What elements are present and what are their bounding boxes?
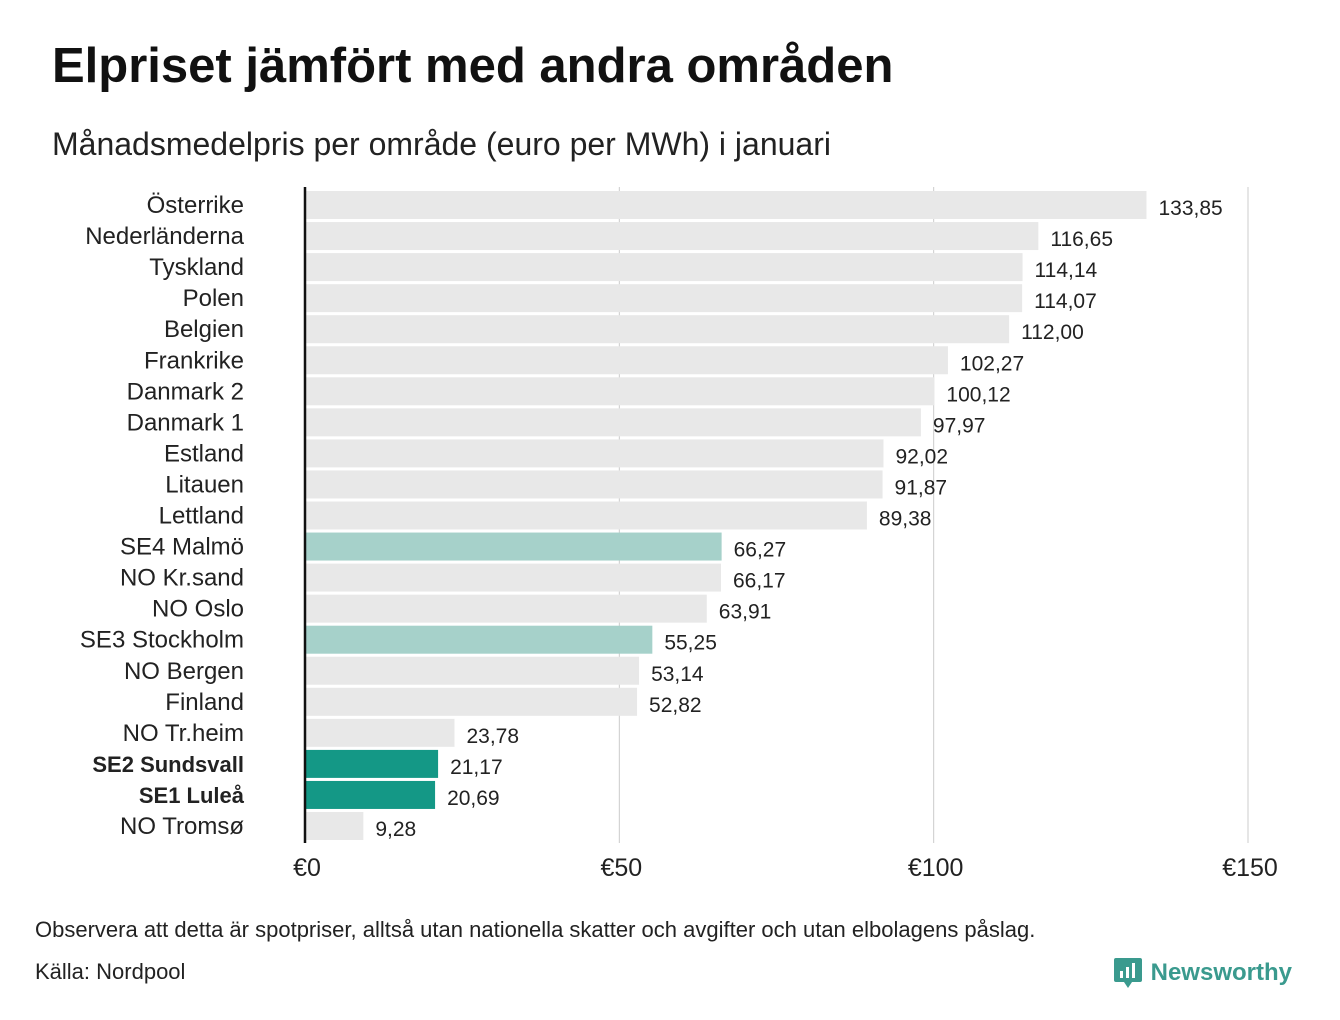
value-label: 102,27	[960, 352, 1024, 375]
bar-tyskland	[305, 253, 1023, 282]
chart-title: Elpriset jämfört med andra områden	[52, 39, 894, 93]
category-label: Danmark 2	[127, 378, 244, 405]
bar-se1-lule	[305, 780, 436, 809]
category-label: NO Tr.heim	[123, 720, 244, 747]
bar-se4-malm	[305, 532, 722, 561]
value-label: 63,91	[719, 601, 772, 624]
value-label: 9,28	[375, 818, 416, 841]
value-label: 133,85	[1158, 197, 1222, 220]
value-label: 89,38	[879, 508, 932, 531]
bar-lettland	[305, 501, 867, 530]
category-label: SE4 Malmö	[120, 534, 244, 561]
x-tick-label: €100	[908, 854, 964, 882]
bar-no-kr-sand	[305, 563, 721, 592]
category-label: Danmark 1	[127, 409, 244, 436]
category-label: NO Bergen	[124, 658, 244, 685]
value-label: 112,00	[1021, 321, 1084, 344]
value-label: 52,82	[649, 694, 702, 717]
value-label: 23,78	[466, 725, 519, 748]
category-label: SE2 Sundsvall	[92, 752, 244, 777]
bar-belgien	[305, 315, 1010, 344]
value-label: 97,97	[933, 414, 986, 437]
bar-nederl-nderna	[305, 222, 1039, 251]
footnote: Observera att detta är spotpriser, allts…	[35, 917, 1036, 942]
bar-sterrike	[305, 191, 1147, 219]
value-label: 100,12	[946, 383, 1010, 406]
bar-se2-sundsvall	[305, 749, 439, 778]
bar-danmark-1	[305, 408, 921, 437]
category-label: SE3 Stockholm	[80, 627, 244, 654]
brand-name: Newsworthy	[1150, 959, 1292, 986]
category-label: Estland	[164, 440, 244, 467]
x-tick-label: €150	[1222, 854, 1278, 882]
value-label: 55,25	[664, 632, 717, 655]
value-label: 20,69	[447, 787, 500, 810]
category-label: Österrike	[147, 192, 244, 219]
newsworthy-logo-icon	[1113, 958, 1142, 988]
bar-finland	[305, 687, 638, 716]
value-label: 66,27	[734, 539, 787, 562]
category-label: Tyskland	[149, 254, 244, 281]
value-label: 114,07	[1034, 290, 1097, 313]
bar-litauen	[305, 470, 883, 499]
bar-no-troms	[305, 812, 364, 840]
source-note: Källa: Nordpool	[35, 959, 186, 984]
bar-no-tr-heim	[305, 718, 455, 747]
category-label: NO Tromsø	[120, 813, 244, 840]
bar-frankrike	[305, 346, 948, 375]
brand-logo: Newsworthy	[1113, 956, 1292, 990]
x-tick-label: €0	[293, 854, 321, 882]
category-label: Frankrike	[144, 347, 244, 374]
bar-no-bergen	[305, 656, 640, 685]
chart-subtitle: Månadsmedelpris per område (euro per MWh…	[52, 126, 831, 162]
value-label: 92,02	[895, 445, 948, 468]
x-tick-label: €50	[600, 854, 642, 882]
category-label: Lettland	[159, 503, 244, 530]
bar-estland	[305, 439, 884, 468]
category-label: SE1 Luleå	[139, 783, 245, 808]
bar-se3-stockholm	[305, 625, 653, 654]
value-label: 66,17	[733, 570, 786, 593]
bar-chart: Österrike 133,85 Nederländerna 116,65 Tyskla…	[80, 187, 1278, 882]
category-label: Finland	[165, 689, 244, 716]
category-label: Nederländerna	[85, 223, 244, 250]
value-label: 114,14	[1035, 259, 1098, 282]
category-label: Litauen	[165, 471, 244, 498]
value-label: 53,14	[651, 663, 704, 686]
value-label: 91,87	[895, 476, 948, 499]
category-label: NO Kr.sand	[120, 565, 244, 592]
bar-no-oslo	[305, 594, 707, 623]
value-label: 116,65	[1050, 228, 1113, 251]
bar-polen	[305, 284, 1023, 313]
bar-danmark-2	[305, 377, 935, 406]
category-label: NO Oslo	[152, 596, 244, 623]
category-label: Belgien	[164, 316, 244, 343]
category-label: Polen	[183, 285, 244, 312]
value-label: 21,17	[450, 756, 503, 779]
